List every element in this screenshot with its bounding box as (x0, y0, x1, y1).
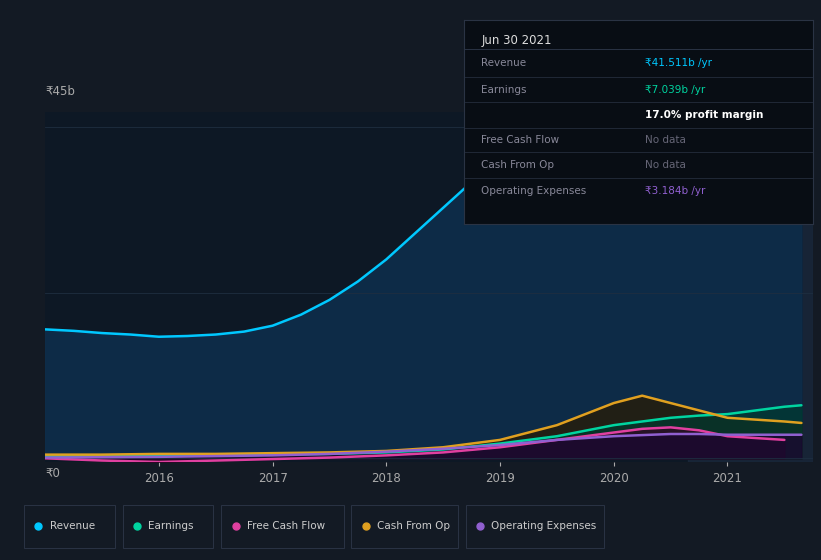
Text: ₹3.184b /yr: ₹3.184b /yr (645, 186, 706, 196)
Text: ₹45b: ₹45b (45, 85, 75, 98)
Bar (688, 112, 813, 462)
Text: Free Cash Flow: Free Cash Flow (246, 521, 324, 531)
Text: ₹0: ₹0 (45, 467, 60, 480)
Text: Free Cash Flow: Free Cash Flow (481, 135, 559, 145)
Text: Operating Expenses: Operating Expenses (491, 521, 596, 531)
Text: Revenue: Revenue (481, 58, 526, 68)
Text: Jun 30 2021: Jun 30 2021 (481, 34, 552, 47)
Text: No data: No data (645, 135, 686, 145)
FancyBboxPatch shape (123, 505, 213, 548)
FancyBboxPatch shape (466, 505, 603, 548)
Text: Earnings: Earnings (148, 521, 194, 531)
Text: ₹41.511b /yr: ₹41.511b /yr (645, 58, 713, 68)
FancyBboxPatch shape (25, 505, 115, 548)
Text: Operating Expenses: Operating Expenses (481, 186, 586, 196)
Text: Earnings: Earnings (481, 85, 527, 95)
FancyBboxPatch shape (222, 505, 343, 548)
Text: ₹7.039b /yr: ₹7.039b /yr (645, 85, 705, 95)
Text: Cash From Op: Cash From Op (481, 160, 554, 170)
Text: 17.0% profit margin: 17.0% profit margin (645, 110, 764, 120)
FancyBboxPatch shape (351, 505, 458, 548)
Text: Cash From Op: Cash From Op (377, 521, 450, 531)
Text: No data: No data (645, 160, 686, 170)
Text: Revenue: Revenue (49, 521, 94, 531)
